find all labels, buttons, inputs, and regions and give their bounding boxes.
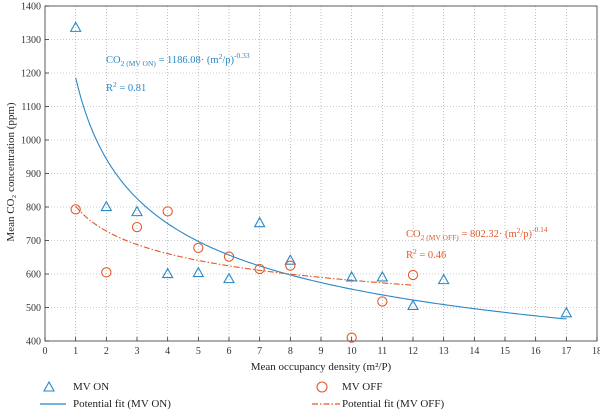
y-tick-label: 1200: [21, 69, 41, 80]
circle-marker-icon: [316, 381, 328, 393]
legend-item-fit-mv-off: Potential fit (MV OFF): [312, 398, 445, 410]
data-point-mv-on: [407, 299, 419, 310]
fit-equation-mv-on: CO2 (MV ON) = 1186.08· (m2/p)-0.33: [106, 51, 250, 68]
fit-equation-mv-off: CO2 (MV OFF) = 802.32· (m2/p)-0.14: [406, 225, 548, 242]
data-point-mv-off: [70, 204, 81, 215]
x-tick-label: 18: [592, 346, 600, 357]
x-tick-label: 14: [469, 346, 479, 357]
data-point-mv-on: [284, 254, 297, 265]
y-tick-label: 1100: [21, 102, 41, 113]
data-point-mv-off: [285, 260, 296, 271]
y-axis-label: Mean CO₂ concentration (ppm): [5, 102, 17, 241]
x-tick-label: 9: [319, 346, 324, 357]
x-axis-label: Mean occupancy density (m²/P): [251, 361, 392, 373]
legend-label-mv-on: MV ON: [73, 381, 109, 393]
x-tick-label: 11: [378, 346, 388, 357]
x-tick-label: 12: [408, 346, 418, 357]
data-points: [69, 21, 573, 343]
y-tick-label: 600: [26, 270, 41, 281]
data-point-mv-on: [560, 306, 573, 318]
y-tick-label: 1400: [21, 2, 41, 13]
triangle-marker-icon: [43, 380, 55, 392]
fit-r2-mv-on: R2 = 0.81: [106, 80, 146, 94]
y-tick-label: 900: [26, 169, 41, 180]
data-point-mv-on: [131, 205, 143, 217]
data-point-mv-on: [253, 216, 266, 228]
data-point-mv-on: [69, 21, 82, 32]
x-tick-label: 13: [439, 346, 449, 357]
legend: MV ON MV OFF Potential fit (MV ON) Poten…: [40, 380, 445, 410]
data-point-mv-off: [162, 206, 173, 217]
axes: 0 1 2 3 4 5 6 7 8 9 10 11 12 13 14 15 16 17 18400500600700…: [21, 2, 600, 358]
legend-item-mv-on: MV ON: [43, 380, 109, 393]
x-tick-label: 7: [257, 346, 262, 357]
fit-curve-mv-off: [75, 205, 414, 286]
y-tick-label: 400: [26, 337, 41, 348]
data-point-mv-on: [437, 273, 450, 285]
x-tick-label: 10: [347, 346, 357, 357]
data-point-mv-off: [101, 267, 112, 278]
legend-label-mv-off: MV OFF: [342, 381, 382, 393]
x-tick-label: 0: [43, 346, 48, 357]
x-tick-label: 15: [500, 346, 510, 357]
fit-curve-mv-on: [75, 77, 567, 320]
y-tick-label: 800: [26, 203, 41, 214]
y-tick-label: 700: [26, 236, 41, 247]
data-point-mv-off: [346, 332, 357, 343]
data-point-mv-on: [223, 272, 235, 284]
legend-item-mv-off: MV OFF: [316, 381, 382, 393]
data-point-mv-off: [131, 221, 143, 233]
x-tick-label: 16: [531, 346, 541, 357]
legend-item-fit-mv-on: Potential fit (MV ON): [40, 398, 171, 410]
y-tick-label: 500: [26, 303, 41, 314]
data-point-mv-on: [100, 200, 113, 212]
x-tick-label: 4: [165, 346, 170, 357]
data-point-mv-on: [192, 266, 205, 278]
x-tick-label: 2: [104, 346, 109, 357]
x-tick-label: 5: [196, 346, 201, 357]
data-point-mv-off: [254, 263, 265, 275]
data-point-mv-off: [407, 269, 419, 281]
x-tick-label: 3: [135, 346, 140, 357]
x-tick-label: 17: [561, 346, 571, 357]
data-point-mv-on: [161, 267, 174, 279]
legend-label-fit-mv-on: Potential fit (MV ON): [73, 398, 171, 410]
data-point-mv-off: [223, 251, 235, 262]
legend-label-fit-mv-off: Potential fit (MV OFF): [342, 398, 445, 410]
x-tick-label: 6: [227, 346, 232, 357]
y-tick-label: 1300: [21, 35, 41, 46]
x-tick-label: 8: [288, 346, 293, 357]
grid-lines: [45, 6, 597, 341]
y-tick-label: 1000: [21, 136, 41, 147]
data-point-mv-on: [345, 270, 358, 282]
data-point-mv-off: [193, 242, 204, 254]
data-point-mv-off: [377, 296, 388, 307]
data-point-mv-on: [376, 270, 389, 282]
fit-r2-mv-off: R2 = 0.46: [406, 247, 446, 261]
x-tick-label: 1: [73, 346, 78, 357]
